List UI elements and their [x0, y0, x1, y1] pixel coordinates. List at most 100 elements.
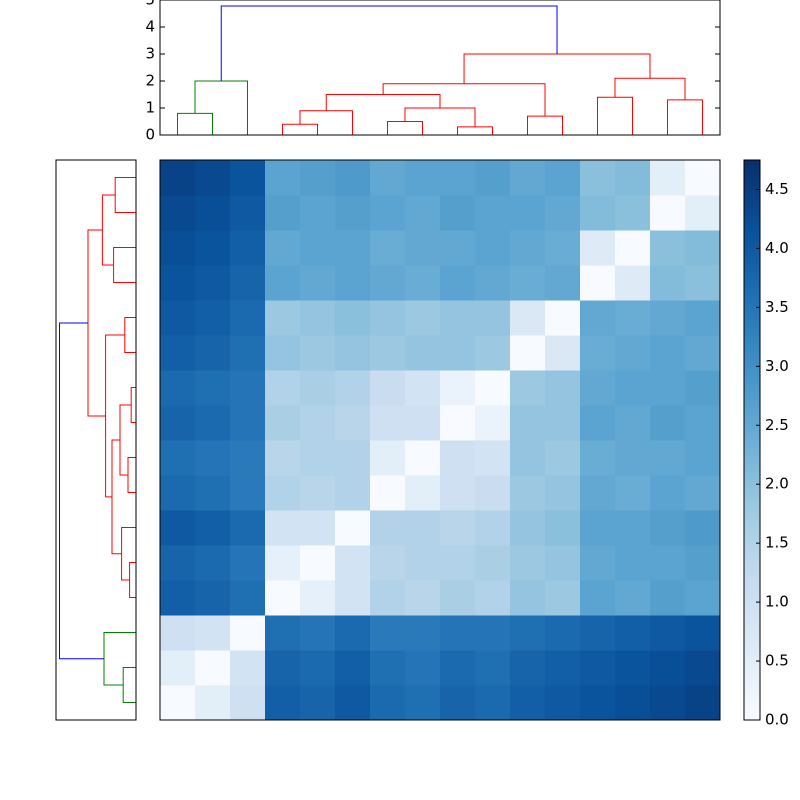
- heatmap-cell: [685, 685, 721, 721]
- heatmap-cell: [510, 615, 546, 651]
- heatmap-cell: [440, 685, 476, 721]
- heatmap-cell: [510, 265, 546, 301]
- heatmap-cell: [160, 545, 196, 581]
- colorbar-tick-label: 2.5: [765, 416, 789, 434]
- heatmap-cell: [650, 195, 686, 231]
- heatmap-cell: [195, 300, 231, 336]
- heatmap-cell: [300, 265, 336, 301]
- heatmap-cell: [580, 195, 616, 231]
- heatmap-cell: [650, 510, 686, 546]
- heatmap-cell: [545, 195, 581, 231]
- heatmap-cell: [160, 265, 196, 301]
- heatmap-cell: [440, 265, 476, 301]
- heatmap-cell: [370, 615, 406, 651]
- heatmap-cell: [265, 615, 301, 651]
- heatmap-cell: [405, 335, 441, 371]
- heatmap-cell: [160, 440, 196, 476]
- colorbar-tick-label: 3.5: [765, 298, 789, 316]
- heatmap-cell: [615, 580, 651, 616]
- heatmap-cell: [510, 685, 546, 721]
- heatmap-cell: [685, 545, 721, 581]
- heatmap-cell: [300, 615, 336, 651]
- heatmap-cell: [335, 685, 371, 721]
- heatmap-cell: [650, 265, 686, 301]
- heatmap-cell: [160, 685, 196, 721]
- heatmap-cell: [615, 545, 651, 581]
- heatmap-cell: [230, 405, 266, 441]
- heatmap-cell: [475, 370, 511, 406]
- heatmap-cell: [545, 335, 581, 371]
- heatmap-cell: [300, 230, 336, 266]
- heatmap-cell: [545, 685, 581, 721]
- y-tick-label: 2: [145, 72, 155, 90]
- heatmap-cell: [545, 545, 581, 581]
- heatmap-cell: [230, 685, 266, 721]
- heatmap-cell: [545, 580, 581, 616]
- heatmap-cell: [440, 475, 476, 511]
- heatmap-cell: [685, 335, 721, 371]
- heatmap-cell: [160, 195, 196, 231]
- colorbar-tick-label: 1.0: [765, 593, 789, 611]
- heatmap-cell: [370, 510, 406, 546]
- axes-frame: [159, 159, 721, 721]
- heatmap-cell: [335, 615, 371, 651]
- heatmap-cell: [440, 335, 476, 371]
- heatmap-cell: [265, 510, 301, 546]
- heatmap-cell: [510, 230, 546, 266]
- heatmap-cell: [405, 545, 441, 581]
- heatmap-cell: [545, 300, 581, 336]
- heatmap-cell: [685, 510, 721, 546]
- heatmap-cell: [440, 650, 476, 686]
- heatmap-cell: [300, 335, 336, 371]
- heatmap-cell: [265, 265, 301, 301]
- heatmap-cell: [300, 650, 336, 686]
- heatmap-cell: [405, 510, 441, 546]
- heatmap-cell: [545, 650, 581, 686]
- heatmap-cell: [615, 685, 651, 721]
- heatmap-cell: [370, 335, 406, 371]
- heatmap-cell: [370, 405, 406, 441]
- heatmap-cell: [685, 370, 721, 406]
- heatmap-cell: [580, 685, 616, 721]
- heatmap-cell: [650, 650, 686, 686]
- heatmap-cell: [685, 580, 721, 616]
- heatmap-cell: [545, 475, 581, 511]
- heatmap-cell: [195, 685, 231, 721]
- heatmap-cell: [510, 160, 546, 196]
- heatmap-cell: [335, 545, 371, 581]
- heatmap-cell: [405, 580, 441, 616]
- colorbar-tick-label: 0.0: [765, 711, 789, 729]
- heatmap-cell: [580, 650, 616, 686]
- heatmap-cell: [685, 265, 721, 301]
- heatmap-cell: [300, 160, 336, 196]
- heatmap-cell: [510, 510, 546, 546]
- heatmap-cell: [230, 265, 266, 301]
- colorbar-tick-label: 3.0: [765, 357, 789, 375]
- heatmap-cell: [370, 300, 406, 336]
- heatmap-cell: [405, 160, 441, 196]
- heatmap-cell: [510, 475, 546, 511]
- heatmap-cell: [300, 685, 336, 721]
- heatmap-cell: [475, 510, 511, 546]
- heatmap-cell: [405, 685, 441, 721]
- heatmap-cell: [440, 230, 476, 266]
- heatmap-cell: [650, 370, 686, 406]
- heatmap-cell: [230, 580, 266, 616]
- heatmap-cell: [370, 195, 406, 231]
- heatmap-cell: [405, 370, 441, 406]
- heatmap-cell: [265, 160, 301, 196]
- heatmap-cell: [685, 405, 721, 441]
- heatmap-cell: [300, 545, 336, 581]
- heatmap-cell: [160, 405, 196, 441]
- heatmap-cell: [335, 650, 371, 686]
- heatmap-cell: [580, 440, 616, 476]
- heatmap-cell: [475, 475, 511, 511]
- heatmap-cell: [405, 475, 441, 511]
- heatmap-cell: [230, 195, 266, 231]
- heatmap-cell: [335, 300, 371, 336]
- heatmap-cell: [160, 335, 196, 371]
- heatmap-cell: [580, 475, 616, 511]
- heatmap-cell: [195, 265, 231, 301]
- heatmap-cell: [405, 650, 441, 686]
